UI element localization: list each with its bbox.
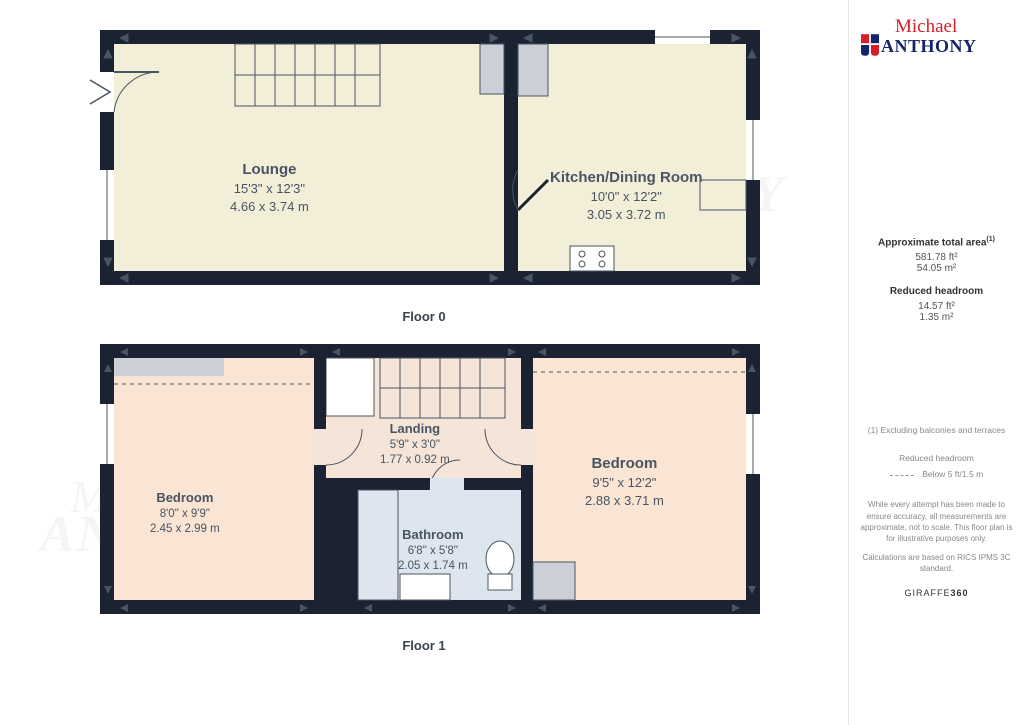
area-title: Approximate total area: [878, 237, 986, 248]
legend-label: Below 5 ft/1.5 m: [922, 469, 983, 479]
floor-0: Lounge 15'3" x 12'3" 4.66 x 3.74 m Kitch…: [20, 20, 828, 305]
brand-logo: Michael ANTHONY: [859, 18, 1014, 66]
brand-line1: Michael: [895, 16, 957, 38]
area-m: 54.05 m²: [859, 263, 1014, 274]
disclaimer-2: Calculations are based on RICS IPMS 3C s…: [859, 552, 1014, 574]
legend-dash-icon: [890, 475, 914, 476]
info-sidebar: Michael ANTHONY Approximate total area(1…: [848, 0, 1024, 725]
credit-suffix: 360: [950, 588, 968, 598]
credit-prefix: GIRAFFE: [904, 588, 950, 598]
disclaimer: While every attempt has been made to ens…: [859, 499, 1014, 582]
brand-line2: ANTHONY: [881, 36, 977, 57]
total-area-block: Approximate total area(1) 581.78 ft² 54.…: [859, 236, 1014, 274]
headroom-ft: 14.57 ft²: [859, 301, 1014, 312]
area-ft: 581.78 ft²: [859, 252, 1014, 263]
shield-icon: [861, 34, 879, 56]
legend-title: Reduced headroom: [859, 453, 1014, 463]
floorplan-canvas: MichaelANTHONY MichaelANTHONY MichaelANT…: [0, 0, 848, 725]
headroom-m: 1.35 m²: [859, 312, 1014, 323]
legend-row: Below 5 ft/1.5 m: [859, 469, 1014, 479]
footnote: (1) Excluding balconies and terraces: [859, 425, 1014, 435]
floor-label-1: Floor 1: [20, 638, 828, 653]
credit: GIRAFFE360: [859, 588, 1014, 598]
disclaimer-1: While every attempt has been made to ens…: [859, 499, 1014, 544]
floor-1: Bedroom 8'0" x 9'9" 2.45 x 2.99 m Landin…: [20, 334, 828, 634]
area-sup: (1): [986, 236, 995, 243]
headroom-title: Reduced headroom: [859, 286, 1014, 297]
floor-label-0: Floor 0: [20, 309, 828, 324]
headroom-block: Reduced headroom 14.57 ft² 1.35 m²: [859, 286, 1014, 323]
